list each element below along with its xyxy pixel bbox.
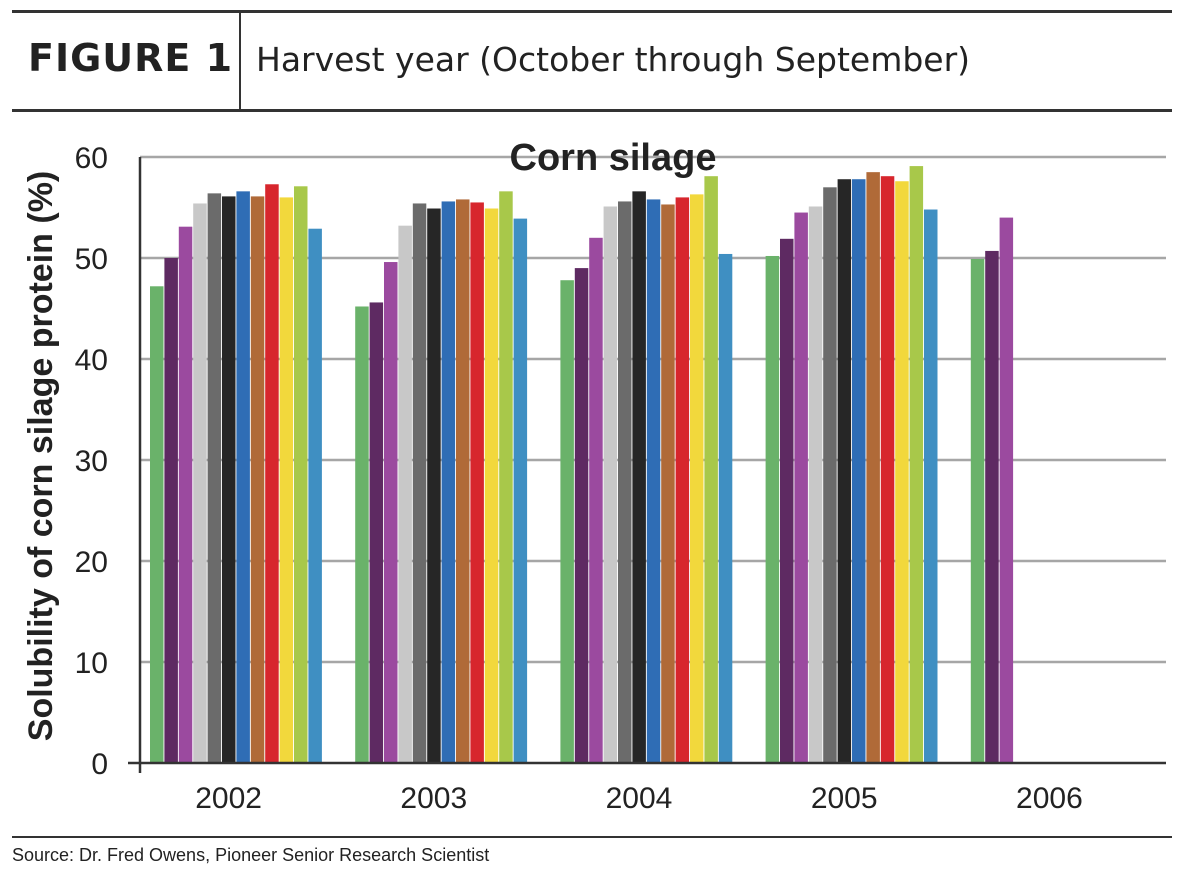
- bar: [384, 262, 398, 763]
- y-tick-label: 50: [75, 243, 108, 276]
- bar: [909, 166, 924, 764]
- chart-title: Corn silage: [510, 137, 717, 179]
- bar: [866, 172, 880, 763]
- bar-chart: 0 10 20 30 40 50 60 2002 2003 2004 2005 2006 Corn s…: [22, 137, 1166, 815]
- header-top-rule: [12, 10, 1172, 13]
- y-axis-label: Solubility of corn silage protein (%): [22, 171, 60, 741]
- bar: [970, 259, 985, 763]
- bar: [265, 184, 279, 763]
- bar: [589, 237, 603, 764]
- bar: [646, 199, 661, 764]
- axes: 0 10 20 30 40 50 60 2002 2003 2004 2005 2006: [75, 142, 1166, 815]
- bar: [398, 225, 412, 763]
- bar: [412, 203, 427, 763]
- header-divider: [239, 13, 241, 109]
- bar: [852, 179, 866, 764]
- source-note: Source: Dr. Fred Owens, Pioneer Senior R…: [12, 845, 490, 865]
- bar: [207, 193, 222, 764]
- bar: [985, 250, 999, 763]
- y-tick-label: 20: [75, 546, 108, 579]
- bar: [718, 253, 733, 763]
- y-tick-label: 10: [75, 647, 108, 680]
- bar: [808, 206, 823, 764]
- bar: [164, 258, 178, 763]
- bar: [250, 196, 265, 763]
- bar: [880, 176, 895, 763]
- x-tick-label: 2002: [195, 782, 262, 815]
- bar: [690, 194, 704, 763]
- bar: [675, 197, 690, 763]
- bar: [150, 286, 164, 763]
- bar: [193, 203, 207, 763]
- bar: [222, 196, 236, 763]
- bar: [765, 255, 780, 764]
- bar: [178, 226, 193, 763]
- bar: [560, 280, 574, 763]
- bar: [441, 201, 456, 763]
- bar: [823, 187, 837, 764]
- y-tick-label: 60: [75, 142, 108, 175]
- figure-caption: Harvest year (October through September): [256, 40, 971, 79]
- source-rule: [12, 836, 1172, 838]
- bar: [794, 212, 808, 764]
- bar: [236, 191, 250, 764]
- bar: [279, 197, 294, 763]
- bar: [355, 306, 369, 763]
- x-tick-label: 2003: [400, 782, 467, 815]
- y-tick-label: 30: [75, 445, 108, 478]
- bar: [369, 302, 384, 763]
- y-tick-label: 0: [91, 748, 108, 781]
- y-tick-label: 40: [75, 344, 108, 377]
- bar: [513, 218, 528, 764]
- bar: [484, 208, 499, 763]
- bar: [780, 238, 794, 763]
- bar: [895, 181, 909, 764]
- bar: [294, 186, 308, 764]
- bar: [456, 199, 470, 764]
- bar: [470, 202, 484, 763]
- bar: [574, 268, 589, 763]
- bar: [704, 176, 718, 763]
- bars: [150, 166, 1014, 764]
- bar: [837, 179, 852, 764]
- bar: [308, 228, 322, 763]
- x-tick-label: 2004: [606, 782, 673, 815]
- bar: [661, 204, 675, 764]
- bar: [618, 201, 632, 763]
- bar: [999, 217, 1014, 764]
- bar: [924, 209, 938, 763]
- figure-label: FIGURE 1: [28, 36, 234, 80]
- bar: [499, 191, 513, 764]
- bar: [632, 191, 646, 764]
- bar: [427, 208, 441, 763]
- x-tick-label: 2006: [1016, 782, 1083, 815]
- header-bottom-rule: [12, 109, 1172, 112]
- x-tick-label: 2005: [811, 782, 878, 815]
- bar: [603, 206, 618, 764]
